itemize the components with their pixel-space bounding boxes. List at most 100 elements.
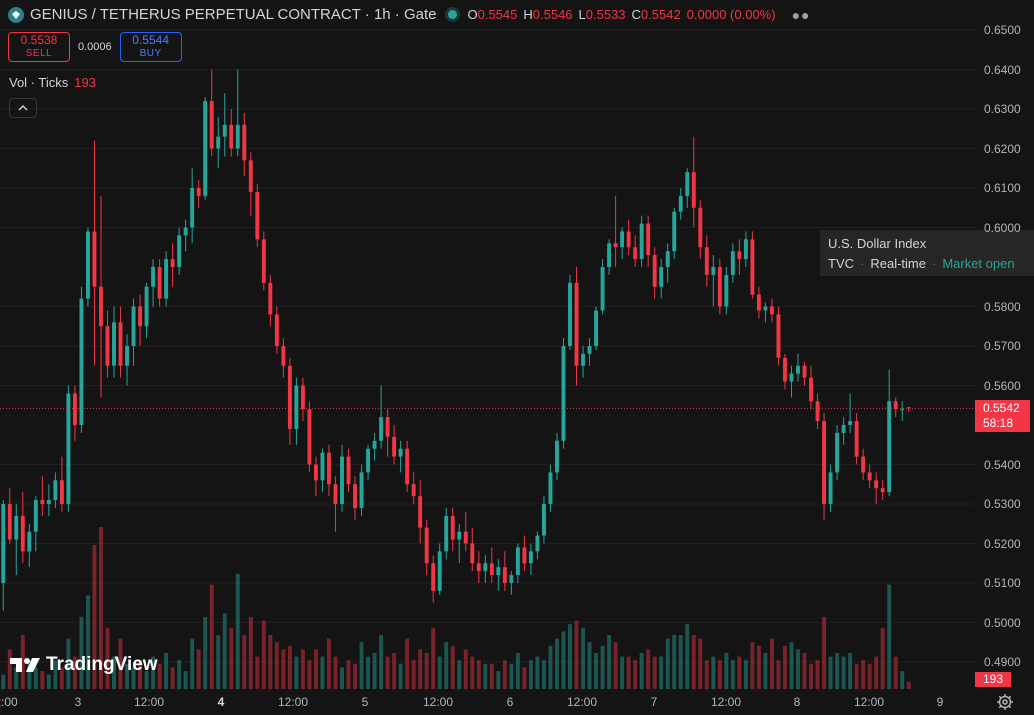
candle-body [568,282,572,346]
buy-button[interactable]: 0.5544 BUY [119,32,182,62]
candle [105,310,110,378]
time-axis-label: 12:00 [133,695,165,709]
candle-body [463,531,468,544]
candle-body [561,346,566,441]
volume-bar [848,653,853,689]
candle [867,464,872,489]
volume-bar [893,656,898,689]
tradingview-logo[interactable]: TradingView [10,654,158,676]
volume-bar [633,660,638,689]
genius-logo-icon [8,6,24,23]
candle [880,480,885,501]
volume-bar [131,667,136,689]
candle-body [750,239,755,295]
volume-bar [880,627,885,689]
candle [229,109,234,157]
volume-bar [85,595,90,689]
volume-bar [392,653,397,689]
candle [555,432,559,481]
price-axis-label: 0.5800 [984,299,1021,314]
volume-bar [157,663,162,689]
candle-body [704,247,709,275]
candle [72,385,77,441]
volume-bar [613,642,618,689]
candle [685,168,690,208]
candle [535,531,540,560]
candle-body [678,195,683,212]
candle [613,195,618,267]
last-price-value: 0.5542 [983,401,1020,415]
volume-bar [607,635,612,689]
candle-body [743,239,748,260]
candle [118,306,123,378]
candle-body [776,314,781,358]
volume-bar [164,653,169,689]
candle [33,496,38,552]
candle-body [737,251,742,260]
volume-bar [555,638,559,689]
candle [541,496,546,544]
candle-body [27,531,32,552]
candle [763,302,768,323]
candle [457,523,462,564]
time-axis-label: 8 [793,695,801,709]
candle-body [659,267,664,287]
collapse-legend-button[interactable] [9,98,37,118]
candle-body [46,500,51,504]
volume-bar [659,656,664,689]
candle [483,555,488,583]
gear-icon[interactable] [996,693,1014,711]
volume-bar [502,660,507,689]
grid-lines [0,29,975,663]
candle-body [66,393,71,504]
time-axis[interactable]: 2:00 3 12:00 4 12:00 5 12:00 6 12:00 7 12:00 8 12:00… [0,689,975,715]
symbol-title[interactable]: GENIUS / TETHERUS PERPETUAL CONTRACT · 1… [30,6,437,23]
candle [737,239,742,275]
candle [333,476,338,532]
time-axis-label: 6 [506,695,514,709]
market-status-icon[interactable] [448,10,458,19]
candle-body [809,377,813,402]
more-dots-icon[interactable]: ●● [791,6,811,23]
candle [698,199,703,260]
volume-bar [724,653,729,689]
volume-bar [105,627,110,689]
tooltip-status: Market open [942,256,1015,271]
volume-bar [281,649,286,689]
candle [353,476,357,520]
price-axis-label: 0.5100 [984,576,1021,590]
candle [164,251,169,307]
volume-bar [476,660,481,689]
candle [327,444,331,497]
candle-body [522,547,527,564]
volume-bar [685,624,690,689]
volume-bar [437,656,442,689]
candle-body [131,306,136,346]
candle [528,543,533,576]
candle [300,377,305,422]
candle-body [581,353,585,366]
volume-bar [450,645,455,689]
candle-body [717,267,722,307]
candle [659,259,664,299]
price-axis-label: 0.5700 [984,339,1021,353]
volume-bar [53,660,58,689]
candle [411,472,416,504]
candle [196,180,201,208]
sell-button[interactable]: 0.5538 SELL [8,32,70,62]
candle-body [164,259,169,299]
candle-body [789,373,794,382]
volume-bar [867,663,872,689]
volume-bar [235,573,240,689]
volume-bar [72,656,77,689]
price-axis-label: 0.6300 [984,102,1021,116]
candle-body [157,267,162,299]
volume-bar [548,645,553,689]
volume-bar [717,660,722,689]
volume-bar [372,653,377,689]
volume-bar [822,617,827,689]
candle-body [1,504,6,583]
candle [437,543,442,595]
volume-legend[interactable]: Vol · Ticks 193 [9,75,96,90]
